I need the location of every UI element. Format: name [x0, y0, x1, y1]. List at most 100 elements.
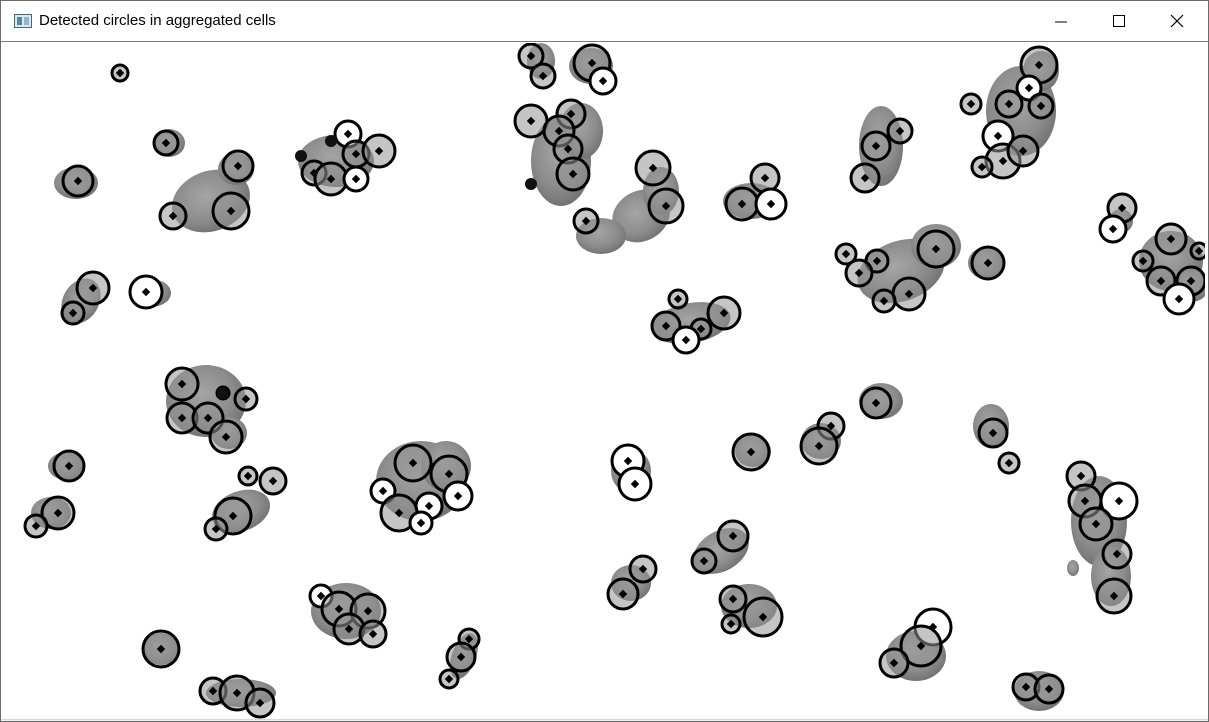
circle-center-marker	[168, 211, 178, 221]
detected-circle	[844, 258, 874, 288]
circle-center-marker	[618, 589, 628, 599]
circle-center-marker	[268, 476, 278, 486]
circle-center-marker	[316, 591, 326, 601]
circle-center-marker	[630, 479, 640, 489]
circle-center-marker	[916, 641, 926, 651]
circle-center-marker	[983, 258, 993, 268]
circle-center-marker	[424, 501, 434, 511]
circle-center-marker	[977, 162, 987, 172]
detected-circle	[731, 432, 771, 472]
circle-center-marker	[1174, 294, 1184, 304]
circle-center-marker	[728, 594, 738, 604]
detected-circle	[970, 245, 1006, 281]
detected-circle	[40, 495, 76, 531]
minimize-button[interactable]	[1032, 1, 1090, 41]
detected-circle	[342, 165, 370, 193]
circle-center-marker	[156, 644, 166, 654]
circle-center-marker	[1080, 496, 1090, 506]
detected-circle	[994, 89, 1024, 119]
detected-circles-image	[23, 43, 1205, 719]
circle-center-marker	[1044, 684, 1054, 694]
close-button[interactable]	[1148, 1, 1206, 41]
detected-circle	[445, 641, 477, 673]
detected-circle	[634, 149, 672, 187]
circle-center-marker	[879, 296, 889, 306]
circle-center-marker	[826, 421, 836, 431]
circle-center-marker	[1018, 146, 1028, 156]
detected-circle	[1078, 506, 1114, 542]
circle-center-marker	[456, 652, 466, 662]
detected-circle	[799, 426, 839, 466]
detected-circle	[237, 465, 259, 487]
detected-circle	[690, 547, 718, 575]
circle-center-marker	[203, 413, 213, 423]
circle-center-marker	[681, 335, 691, 345]
detected-circle	[1131, 249, 1155, 273]
circle-center-marker	[526, 116, 536, 126]
circle-center-marker	[699, 556, 709, 566]
maximize-button[interactable]	[1090, 1, 1148, 41]
circle-center-marker	[1109, 591, 1119, 601]
detected-circle	[438, 668, 460, 690]
circle-center-marker	[661, 201, 671, 211]
detected-circle	[859, 386, 893, 420]
detected-circle	[628, 554, 658, 584]
circle-center-marker	[243, 471, 253, 481]
circle-center-marker	[326, 174, 336, 184]
circle-center-marker	[719, 308, 729, 318]
detected-circle	[244, 687, 276, 719]
circle-center-marker	[161, 138, 171, 148]
detected-circle	[203, 516, 229, 542]
detected-circle	[442, 480, 474, 512]
circle-center-marker	[1004, 458, 1014, 468]
circle-center-marker	[623, 456, 633, 466]
window-title: Detected circles in aggregated cells	[39, 12, 276, 29]
circle-center-marker	[1156, 276, 1166, 286]
detected-circle	[970, 155, 994, 179]
cell-blob	[1067, 560, 1079, 576]
circle-center-marker	[115, 68, 125, 78]
detected-circle	[742, 596, 784, 638]
image-canvas[interactable]	[5, 43, 1205, 719]
circle-center-marker	[241, 394, 251, 404]
detected-circle	[834, 242, 858, 266]
circle-center-marker	[1076, 471, 1086, 481]
detected-circle	[706, 295, 742, 331]
detected-circle	[60, 300, 86, 326]
detected-circle	[1145, 265, 1177, 297]
detected-circle	[749, 162, 781, 194]
detected-circle	[1101, 538, 1133, 570]
maximize-icon	[1113, 15, 1125, 27]
circle-center-marker	[1021, 682, 1031, 692]
circle-center-marker	[895, 126, 905, 136]
circle-center-marker	[368, 629, 378, 639]
circle-center-marker	[31, 521, 41, 531]
detected-circle	[517, 43, 545, 70]
title-bar[interactable]: Detected circles in aggregated cells	[1, 1, 1208, 42]
detected-circle	[891, 276, 927, 312]
circle-center-marker	[1004, 99, 1014, 109]
circle-center-marker	[696, 324, 706, 334]
detected-circle	[720, 613, 742, 635]
circle-center-marker	[998, 156, 1008, 166]
circle-center-marker	[648, 163, 658, 173]
circle-center-marker	[871, 141, 881, 151]
detected-circle	[959, 92, 983, 116]
circle-center-marker	[334, 604, 344, 614]
circle-center-marker	[88, 283, 98, 293]
detected-circle	[361, 133, 397, 169]
circle-center-marker	[760, 173, 770, 183]
detected-circle	[555, 156, 591, 192]
circle-center-marker	[53, 508, 63, 518]
detected-circle	[871, 288, 897, 314]
detected-circle	[393, 443, 433, 483]
circle-center-marker	[931, 244, 941, 254]
detected-circle	[52, 449, 86, 483]
circle-center-marker	[177, 379, 187, 389]
detected-circle	[1189, 241, 1205, 261]
circle-center-marker	[444, 674, 454, 684]
detected-circle	[916, 229, 956, 269]
circle-center-marker	[464, 634, 474, 644]
center-dot	[525, 178, 537, 190]
detected-circle	[513, 103, 549, 139]
